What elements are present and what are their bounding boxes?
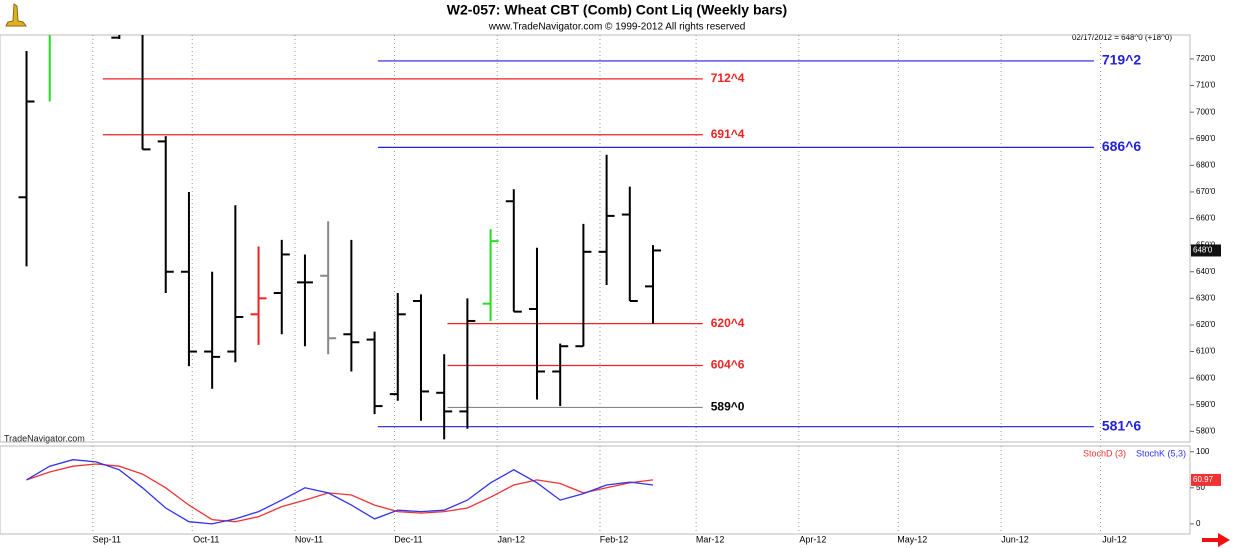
y-tick-label: 100 [1196, 447, 1210, 456]
level-label: 604^6 [711, 358, 745, 372]
level-label: 691^4 [711, 127, 745, 141]
plot-area [26, 459, 654, 525]
last-price-box [1191, 244, 1221, 257]
x-tick-label: Oct-11 [193, 534, 219, 544]
x-tick-label: Apr-12 [799, 534, 826, 544]
quote-info: 02/17/2012 = 648^0 (+18^0) [1072, 33, 1172, 42]
level-label: 712^4 [711, 71, 745, 85]
y-tick-label: 590'0 [1196, 400, 1216, 409]
stoch-line [26, 463, 654, 523]
y-tick-label: 610'0 [1196, 347, 1216, 356]
y-tick-label: 580'0 [1196, 426, 1216, 435]
chart-title: W2-057: Wheat CBT (Comb) Cont Liq (Weekl… [447, 2, 787, 18]
last-price-label: 648'0 [1193, 246, 1213, 255]
legend-entry: StochD (3) [1083, 448, 1126, 458]
watermark: TradeNavigator.com [4, 433, 85, 443]
x-tick-label: Sep-11 [93, 534, 121, 544]
chart-subtitle: www.TradeNavigator.com © 1999-2012 All r… [488, 22, 746, 33]
y-tick-label: 0 [1196, 519, 1201, 528]
y-tick-label: 660'0 [1196, 214, 1216, 223]
x-tick-label: Feb-12 [600, 534, 629, 544]
level-label: 719^2 [1102, 52, 1142, 68]
scroll-arrow[interactable] [1202, 533, 1230, 547]
level-label: 589^0 [711, 400, 745, 414]
x-tick-label: Jan-12 [497, 534, 525, 544]
x-tick-label: May-12 [897, 534, 927, 544]
y-tick-label: 640'0 [1196, 267, 1216, 276]
y-tick-label: 710'0 [1196, 81, 1216, 90]
y-tick-label: 620'0 [1196, 320, 1216, 329]
y-tick-label: 680'0 [1196, 160, 1216, 169]
x-tick-label: Dec-11 [394, 534, 422, 544]
y-tick-label: 720'0 [1196, 54, 1216, 63]
x-tick-label: Jul-12 [1102, 534, 1127, 544]
y-tick-label: 690'0 [1196, 134, 1216, 143]
logo-icon [5, 3, 27, 27]
y-tick-label: 700'0 [1196, 107, 1216, 116]
level-label: 581^6 [1102, 417, 1142, 433]
logo [5, 3, 27, 27]
y-tick-label: 670'0 [1196, 187, 1216, 196]
x-tick-label: Jun-12 [1001, 534, 1029, 544]
last-value-box [1191, 473, 1221, 486]
legend-entry: StochK (5,3) [1136, 448, 1186, 458]
y-tick-label: 50 [1196, 483, 1205, 492]
level-label: 620^4 [711, 316, 745, 330]
plot-area [18, 35, 1094, 440]
stoch-frame [0, 445, 1191, 535]
main-frame [0, 34, 1191, 443]
last-value-label: 60.97 [1193, 475, 1214, 484]
y-tick-label: 600'0 [1196, 373, 1216, 382]
x-tick-label: Mar-12 [696, 534, 725, 544]
stoch-line [26, 459, 654, 525]
level-label: 686^6 [1102, 138, 1142, 154]
x-tick-label: Nov-11 [295, 534, 323, 544]
y-tick-label: 630'0 [1196, 293, 1216, 302]
